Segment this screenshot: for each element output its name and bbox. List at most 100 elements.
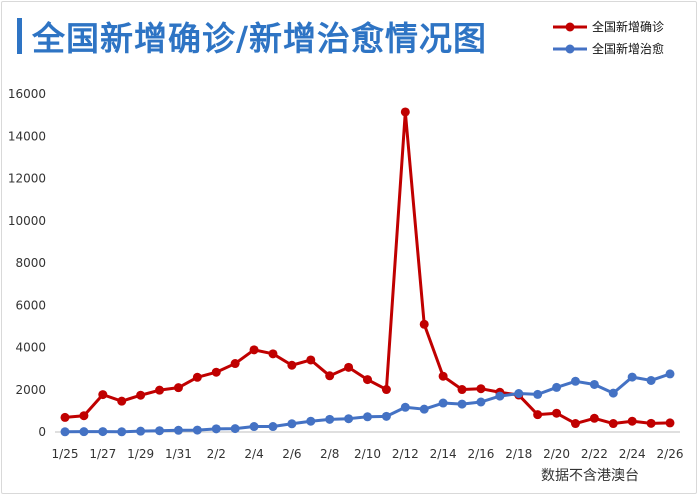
- data-point: [646, 418, 656, 428]
- data-point: [627, 372, 637, 382]
- data-point: [665, 369, 675, 379]
- data-point: [344, 414, 354, 424]
- x-tick-label: 1/29: [127, 447, 154, 461]
- data-point: [665, 418, 675, 428]
- data-point: [552, 382, 562, 392]
- x-tick-label: 2/14: [430, 447, 457, 461]
- data-point: [287, 419, 297, 429]
- data-point: [230, 424, 240, 434]
- data-point: [60, 412, 70, 422]
- series-cured: [60, 369, 675, 437]
- data-point: [438, 371, 448, 381]
- x-tick-label: 2/26: [657, 447, 684, 461]
- data-point: [306, 355, 316, 365]
- data-point: [98, 427, 108, 437]
- data-point: [646, 375, 656, 385]
- data-point: [268, 349, 278, 359]
- x-tick-label: 2/12: [392, 447, 419, 461]
- x-tick-label: 2/16: [467, 447, 494, 461]
- legend-swatch-marker: [565, 44, 575, 54]
- data-point: [570, 419, 580, 429]
- x-tick-label: 2/24: [619, 447, 646, 461]
- data-point: [155, 426, 165, 436]
- data-point: [211, 367, 221, 377]
- data-point: [495, 391, 505, 401]
- data-point: [173, 425, 183, 435]
- data-point: [325, 371, 335, 381]
- x-tick-label: 2/6: [282, 447, 301, 461]
- data-point: [400, 402, 410, 412]
- data-point: [552, 408, 562, 418]
- axes: 0 2000 4000 6000 8000 10000 12000 14000 16000 1/2…: [8, 87, 684, 461]
- data-point: [192, 425, 202, 435]
- x-tick-label: 2/22: [581, 447, 608, 461]
- data-point: [79, 427, 89, 437]
- data-point: [249, 422, 259, 432]
- data-point: [533, 389, 543, 399]
- data-footnote: 数据不含港澳台: [541, 468, 639, 484]
- data-point: [287, 360, 297, 370]
- data-point: [79, 411, 89, 421]
- data-point: [136, 426, 146, 436]
- data-point: [268, 422, 278, 432]
- data-point: [514, 389, 524, 399]
- data-point: [589, 413, 599, 423]
- data-point: [438, 398, 448, 408]
- data-point: [363, 375, 372, 385]
- data-point: [381, 385, 391, 395]
- data-point: [192, 372, 202, 382]
- legend-label: 全国新增确诊: [592, 19, 664, 34]
- series-confirmed: [60, 107, 675, 429]
- y-tick-label: 0: [38, 425, 46, 439]
- x-tick-label: 2/10: [354, 447, 381, 461]
- data-point: [608, 419, 618, 429]
- data-point: [476, 384, 486, 394]
- x-tick-label: 2/2: [207, 447, 226, 461]
- data-point: [98, 390, 108, 400]
- data-point: [211, 424, 221, 434]
- data-point: [230, 359, 240, 369]
- y-tick-label: 4000: [15, 341, 46, 355]
- y-tick-label: 8000: [15, 256, 46, 270]
- data-point: [344, 362, 354, 372]
- data-point: [117, 427, 127, 437]
- data-point: [60, 427, 70, 437]
- data-point: [400, 107, 410, 117]
- y-tick-label: 12000: [8, 172, 46, 186]
- series-layer: [60, 107, 675, 437]
- x-tick-label: 2/18: [505, 447, 532, 461]
- y-tick-label: 10000: [8, 214, 46, 228]
- data-point: [419, 319, 429, 329]
- data-point: [381, 411, 391, 421]
- y-tick-label: 16000: [8, 87, 46, 101]
- x-tick-label: 2/4: [244, 447, 263, 461]
- data-point: [136, 390, 146, 400]
- data-point: [117, 396, 127, 406]
- x-tick-label: 2/8: [320, 447, 339, 461]
- data-point: [533, 410, 543, 420]
- data-point: [173, 383, 183, 393]
- x-tick-label: 1/31: [165, 447, 192, 461]
- data-point: [457, 385, 467, 395]
- chart-title: 全国新增确诊/新增治愈情况图: [32, 19, 488, 58]
- data-point: [155, 385, 165, 395]
- data-point: [457, 399, 467, 409]
- x-tick-label: 2/20: [543, 447, 570, 461]
- y-tick-label: 14000: [8, 129, 46, 143]
- data-point: [570, 376, 580, 386]
- data-point: [476, 397, 486, 407]
- y-tick-label: 6000: [15, 298, 46, 312]
- data-point: [608, 388, 618, 398]
- data-point: [589, 379, 599, 389]
- legend-label: 全国新增治愈: [592, 41, 664, 56]
- data-point: [249, 345, 259, 355]
- legend-item: 全国新增确诊: [553, 19, 664, 34]
- data-point: [325, 414, 335, 424]
- legend-item: 全国新增治愈: [553, 41, 664, 56]
- data-point: [306, 416, 316, 426]
- data-point: [419, 404, 429, 414]
- data-point: [363, 412, 372, 422]
- x-tick-label: 1/27: [89, 447, 116, 461]
